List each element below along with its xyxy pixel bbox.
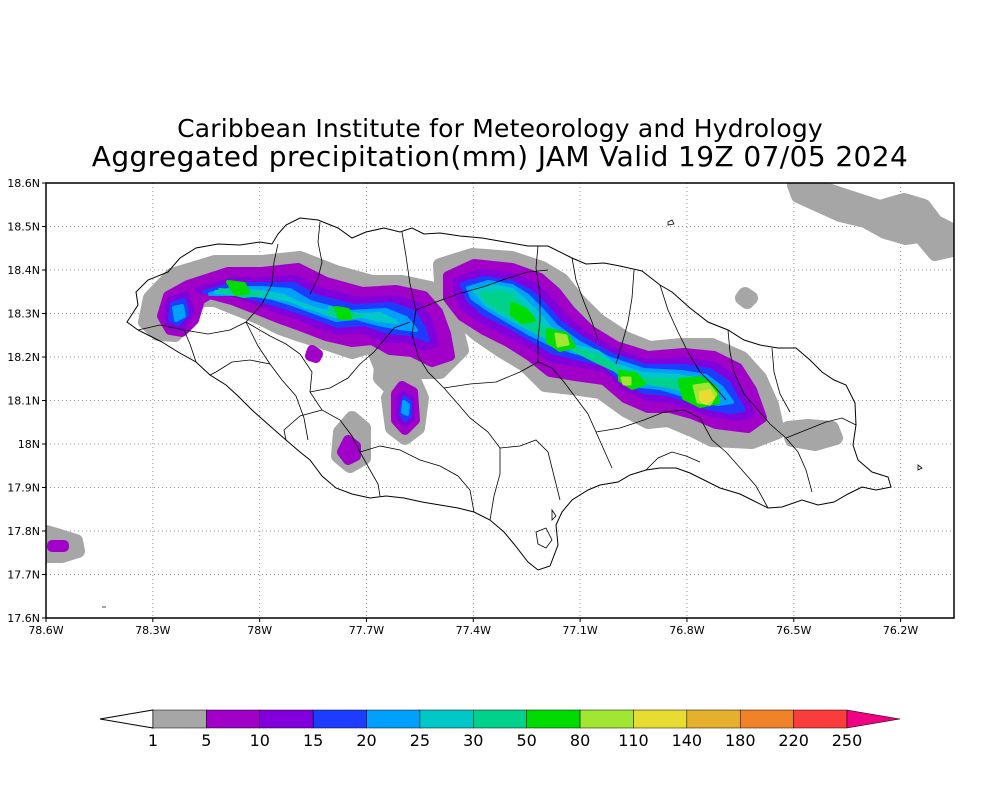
colorbar-label: 80 (570, 731, 590, 750)
colorbar-swatch (259, 709, 314, 729)
lon-tick-label: 76.5W (776, 624, 811, 637)
colorbar-swatch (366, 709, 421, 729)
lon-tick-label: 77.4W (456, 624, 491, 637)
colorbar-low-arrow (99, 709, 154, 729)
lon-tick-label: 77.1W (562, 624, 597, 637)
lat-tick-label: 17.9N (7, 482, 40, 495)
lat-tick-label: 18.2N (7, 351, 40, 364)
coastline-and-boundaries (126, 217, 923, 571)
axis-tick-labels: 18.6N 18.5N 18.4N 18.3N 18.2N 18.1N 18N 17.9N 17… (7, 177, 918, 637)
colorbar-swatch (739, 709, 794, 729)
lat-tick-label: 17.7N (7, 569, 40, 582)
lat-tick-label: 18.5N (7, 221, 40, 234)
colorbar: 1 5 10 15 20 25 30 50 80 110 140 180 220 250 (99, 709, 901, 750)
colorbar-label: 20 (356, 731, 376, 750)
colorbar-label: 140 (672, 731, 703, 750)
jamaica-coastline (126, 217, 892, 571)
lon-tick-label: 76.2W (883, 624, 918, 637)
colorbar-label: 10 (250, 731, 270, 750)
rain-cell-grey-6 (787, 183, 954, 261)
colorbar-swatch (312, 709, 367, 729)
colorbar-swatch (579, 709, 634, 729)
colorbar-swatch (206, 709, 261, 729)
lon-tick-label: 78W (247, 624, 272, 637)
colorbar-swatch (152, 709, 207, 729)
lat-tick-label: 18.3N (7, 308, 40, 321)
colorbar-label: 5 (201, 731, 211, 750)
title-line-2: Aggregated precipitation(mm) JAM Valid 1… (91, 140, 909, 173)
colorbar-swatch (473, 709, 527, 729)
grid-lines (46, 183, 954, 618)
colorbar-high-arrow (846, 709, 901, 729)
rain-cell-grey-4 (781, 419, 843, 451)
rain-cell-purple-2 (337, 435, 361, 465)
colorbar-label: 250 (832, 731, 863, 750)
lat-tick-label: 18N (18, 438, 40, 451)
rain-cell-grey-3 (373, 343, 407, 395)
lat-tick-label: 18.1N (7, 395, 40, 408)
rain-cell-purple-3 (47, 540, 69, 552)
colorbar-swatch (793, 709, 848, 729)
colorbar-swatch (633, 709, 688, 729)
colorbar-label: 25 (410, 731, 430, 750)
lat-tick-label: 17.8N (7, 525, 40, 538)
precipitation-field (46, 183, 954, 608)
rain-cell-purple-4 (305, 345, 323, 363)
lon-tick-label: 77.7W (349, 624, 384, 637)
lon-tick-label: 76.8W (669, 624, 704, 637)
colorbar-swatch (526, 709, 581, 729)
colorbar-label: 15 (303, 731, 323, 750)
lon-tick-label: 78.3W (135, 624, 170, 637)
colorbar-label: 180 (725, 731, 756, 750)
lat-tick-label: 18.6N (7, 177, 40, 190)
lon-tick-label: 78.6W (28, 624, 63, 637)
colorbar-label: 220 (778, 731, 809, 750)
lat-tick-label: 18.4N (7, 264, 40, 277)
colorbar-label: 30 (463, 731, 483, 750)
colorbar-label: 110 (618, 731, 649, 750)
colorbar-swatch (686, 709, 741, 729)
lat-tick-label: 17.6N (7, 612, 40, 625)
colorbar-label: 50 (517, 731, 537, 750)
title-line-1: Caribbean Institute for Meteorology and … (177, 114, 823, 143)
colorbar-label: 1 (148, 731, 158, 750)
colorbar-swatch (419, 709, 474, 729)
rain-cell-grey-7 (735, 287, 758, 309)
